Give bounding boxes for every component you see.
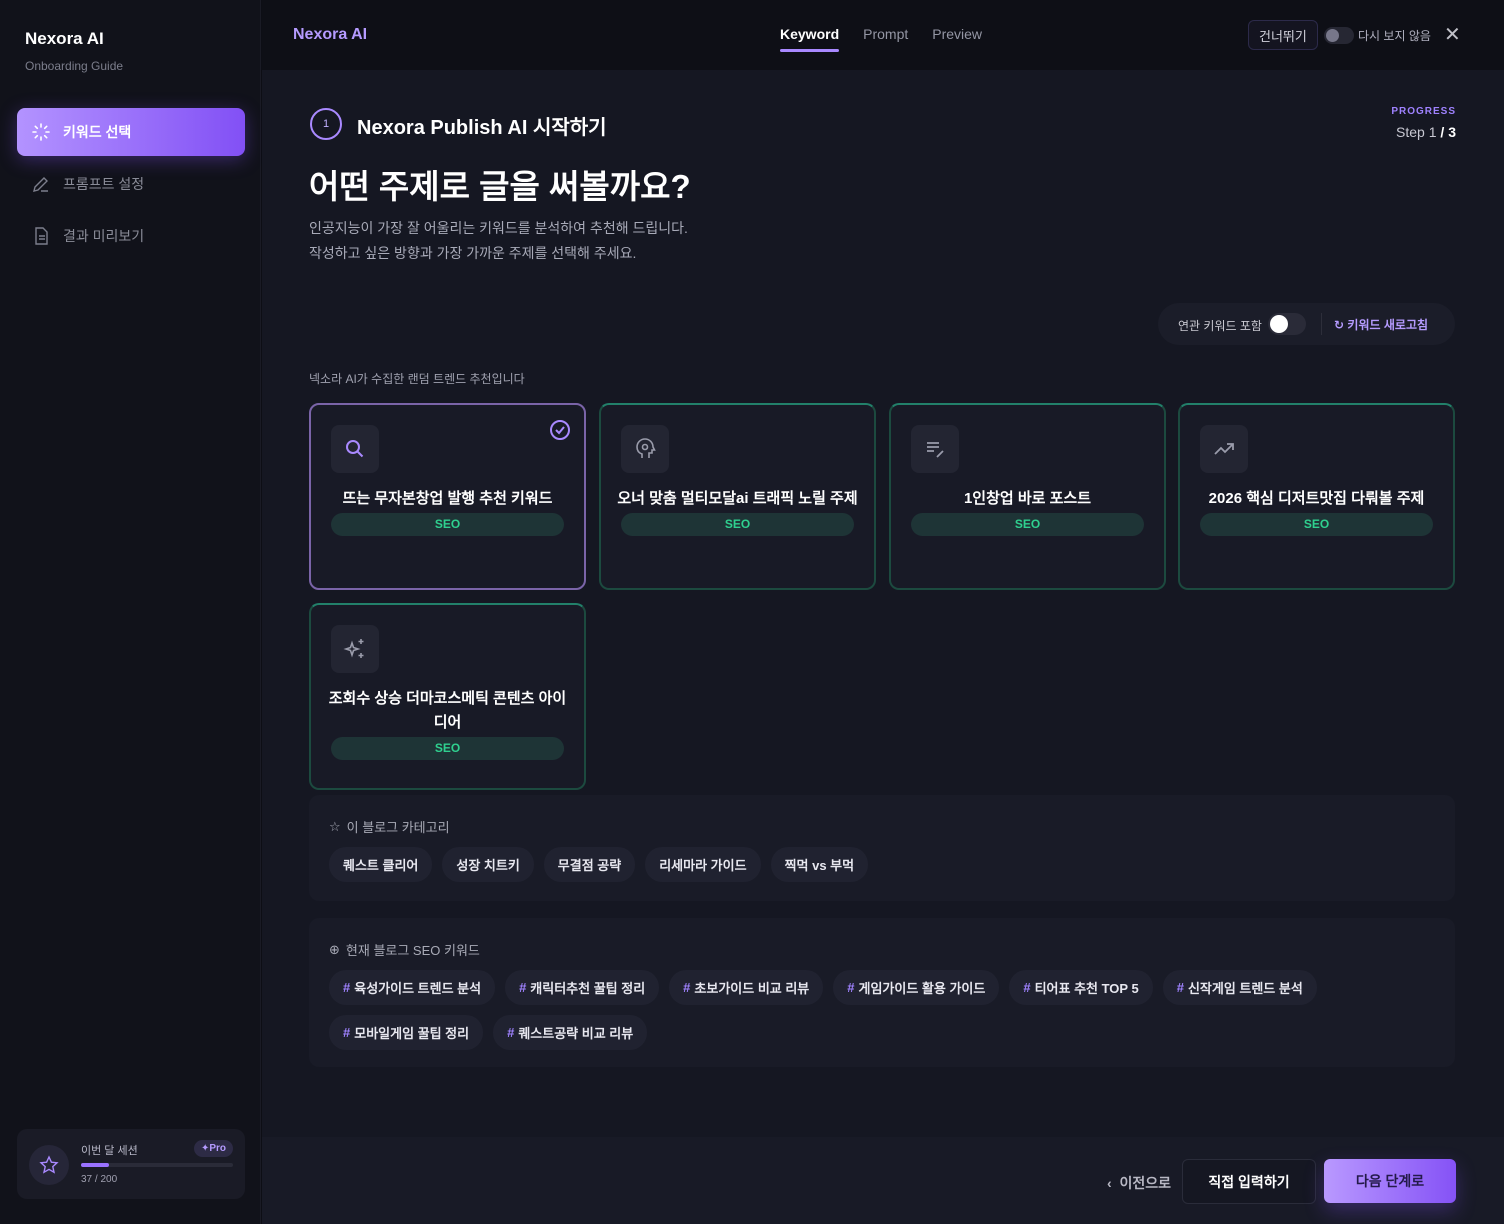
session-count: 37 / 200 [81,1174,118,1185]
seo-tag: SEO [331,737,564,760]
keyword-chip[interactable]: # 육성가이드 트렌드 분석 [329,970,496,1005]
sidebar: Nexora AI Onboarding Guide 키워드 선택 프롬프트 설… [0,0,261,1224]
category-section: ☆ 이 블로그 카테고리 퀘스트 클리어 성장 치트키 무결점 공략 리세마라 가이드 찍… [309,795,1455,901]
keyword-chip[interactable]: # 모바일게임 꿀팁 정리 [329,1015,484,1050]
sidebar-item-preview[interactable]: 결과 미리보기 [17,212,245,260]
brand-title: Nexora AI [25,29,104,48]
sidebar-item-prompt[interactable]: 프롬프트 설정 [17,160,245,208]
next-step-button[interactable]: 다음 단계로 [1324,1159,1456,1203]
seo-tag: SEO [621,513,854,536]
keyword-chip[interactable]: # 신작게임 트렌드 분석 [1162,970,1317,1005]
trending-up-icon [1214,443,1234,455]
check-circle-icon [550,420,570,440]
pro-badge: ✦Pro [193,1140,233,1157]
list-edit-icon [927,442,944,458]
top-logo: Nexora AI [293,26,368,43]
session-progress [81,1163,233,1167]
session-widget: 이번 달 세션 ✦Pro 37 / 200 [17,1129,245,1199]
tab-preview[interactable]: Preview [932,26,983,42]
session-label: 이번 달 세션 [81,1145,138,1157]
seo-keyword-section: ⊕ 현재 블로그 SEO 키워드 # 육성가이드 트렌드 분석 # 캐릭터추천 꿀팁 정… [309,918,1455,1067]
tab-keyword[interactable]: Keyword [780,26,840,52]
keyword-chip[interactable]: # 티어표 추천 TOP 5 [1009,970,1153,1005]
keyword-chip[interactable]: # 초보가이드 비교 리뷰 [669,970,824,1005]
document-icon [35,227,48,245]
refresh-button[interactable]: ↻ 키워드 새로고침 [1334,318,1429,332]
sidebar-item-label: 프롬프트 설정 [63,176,145,192]
keyword-chip[interactable]: 퀘스트 클리어 [329,847,433,882]
search-icon [346,440,364,458]
sparkle-loader-icon [32,123,50,141]
keyword-controls: 연관 키워드 포함 ↻ 키워드 새로고침 [1158,303,1455,345]
close-icon[interactable]: ✕ [1444,24,1461,46]
keyword-chip[interactable]: # 퀘스트공략 비교 리뷰 [493,1015,648,1050]
skip-button[interactable]: 건너뛰기 [1248,20,1318,50]
sidebar-item-keyword[interactable]: 키워드 선택 [17,108,245,156]
step-title: Nexora Publish AI 시작하기 [357,117,607,139]
page-title: 어떤 주제로 글을 써볼까요? [309,168,691,205]
tab-prompt[interactable]: Prompt [863,26,909,42]
refresh-icon: ↻ [1334,318,1345,332]
related-label: 연관 키워드 포함 [1178,319,1262,333]
sidebar-item-label: 결과 미리보기 [63,228,145,244]
footer: ‹ 이전으로 직접 입력하기 다음 단계로 [262,1137,1504,1224]
progress-value: Step 1 / 3 [1396,124,1456,140]
head-gear-icon [636,438,656,458]
keyword-chip[interactable]: # 게임가이드 활용 가이드 [833,970,1000,1005]
seo-tag: SEO [911,513,1144,536]
dont-show-label: 다시 보지 않음 [1358,29,1431,43]
seo-tag: SEO [1200,513,1433,536]
topic-card[interactable]: 조회수 상승 더마코스메틱 콘텐츠 아이디어 SEO [309,603,586,790]
keyword-chip[interactable]: 무결점 공략 [543,847,636,882]
related-toggle[interactable] [1268,313,1306,335]
plus-circle-icon: ⊕ [329,941,340,957]
previous-button[interactable]: ‹ 이전으로 [1107,1175,1171,1191]
pen-icon [33,177,48,192]
seo-tag: SEO [331,513,564,536]
topic-card[interactable]: 1인창업 바로 포스트 SEO [889,403,1166,590]
direct-input-button[interactable]: 직접 입력하기 [1182,1159,1316,1204]
brand-subtitle: Onboarding Guide [25,59,124,73]
step-number: 1 [310,108,342,140]
star-icon: ☆ [329,818,341,834]
keyword-chip[interactable]: 찍먹 vs 부먹 [770,847,869,882]
topbar: Nexora AI Keyword Prompt Preview 건너뛰기 다시… [262,0,1504,70]
chevron-left-icon: ‹ [1107,1175,1112,1191]
star-icon [29,1145,69,1185]
trend-label: 넥소라 AI가 수집한 랜덤 트렌드 추천입니다 [309,372,525,386]
topic-card[interactable]: 오너 맞춤 멀티모달ai 트래픽 노릴 주제 SEO [599,403,876,590]
dont-show-toggle[interactable] [1324,27,1354,44]
page-description: 인공지능이 가장 잘 어울리는 키워드를 분석하여 추천해 드립니다. 작성하고 … [309,220,688,261]
keyword-chip[interactable]: # 캐릭터추천 꿀팁 정리 [505,970,660,1005]
progress-label: PROGRESS [1391,106,1456,117]
sidebar-item-label: 키워드 선택 [63,124,132,140]
main-panel: 1 Nexora Publish AI 시작하기 어떤 주제로 글을 써볼까요?… [262,70,1504,1137]
sparkles-icon [343,639,364,658]
keyword-chip[interactable]: 리세마라 가이드 [645,847,761,882]
keyword-chip[interactable]: 성장 치트키 [442,847,534,882]
topic-card[interactable]: 뜨는 무자본창업 발행 추천 키워드 SEO [309,403,586,590]
topic-card[interactable]: 2026 핵심 디저트맛집 다뤄볼 주제 SEO [1178,403,1455,590]
